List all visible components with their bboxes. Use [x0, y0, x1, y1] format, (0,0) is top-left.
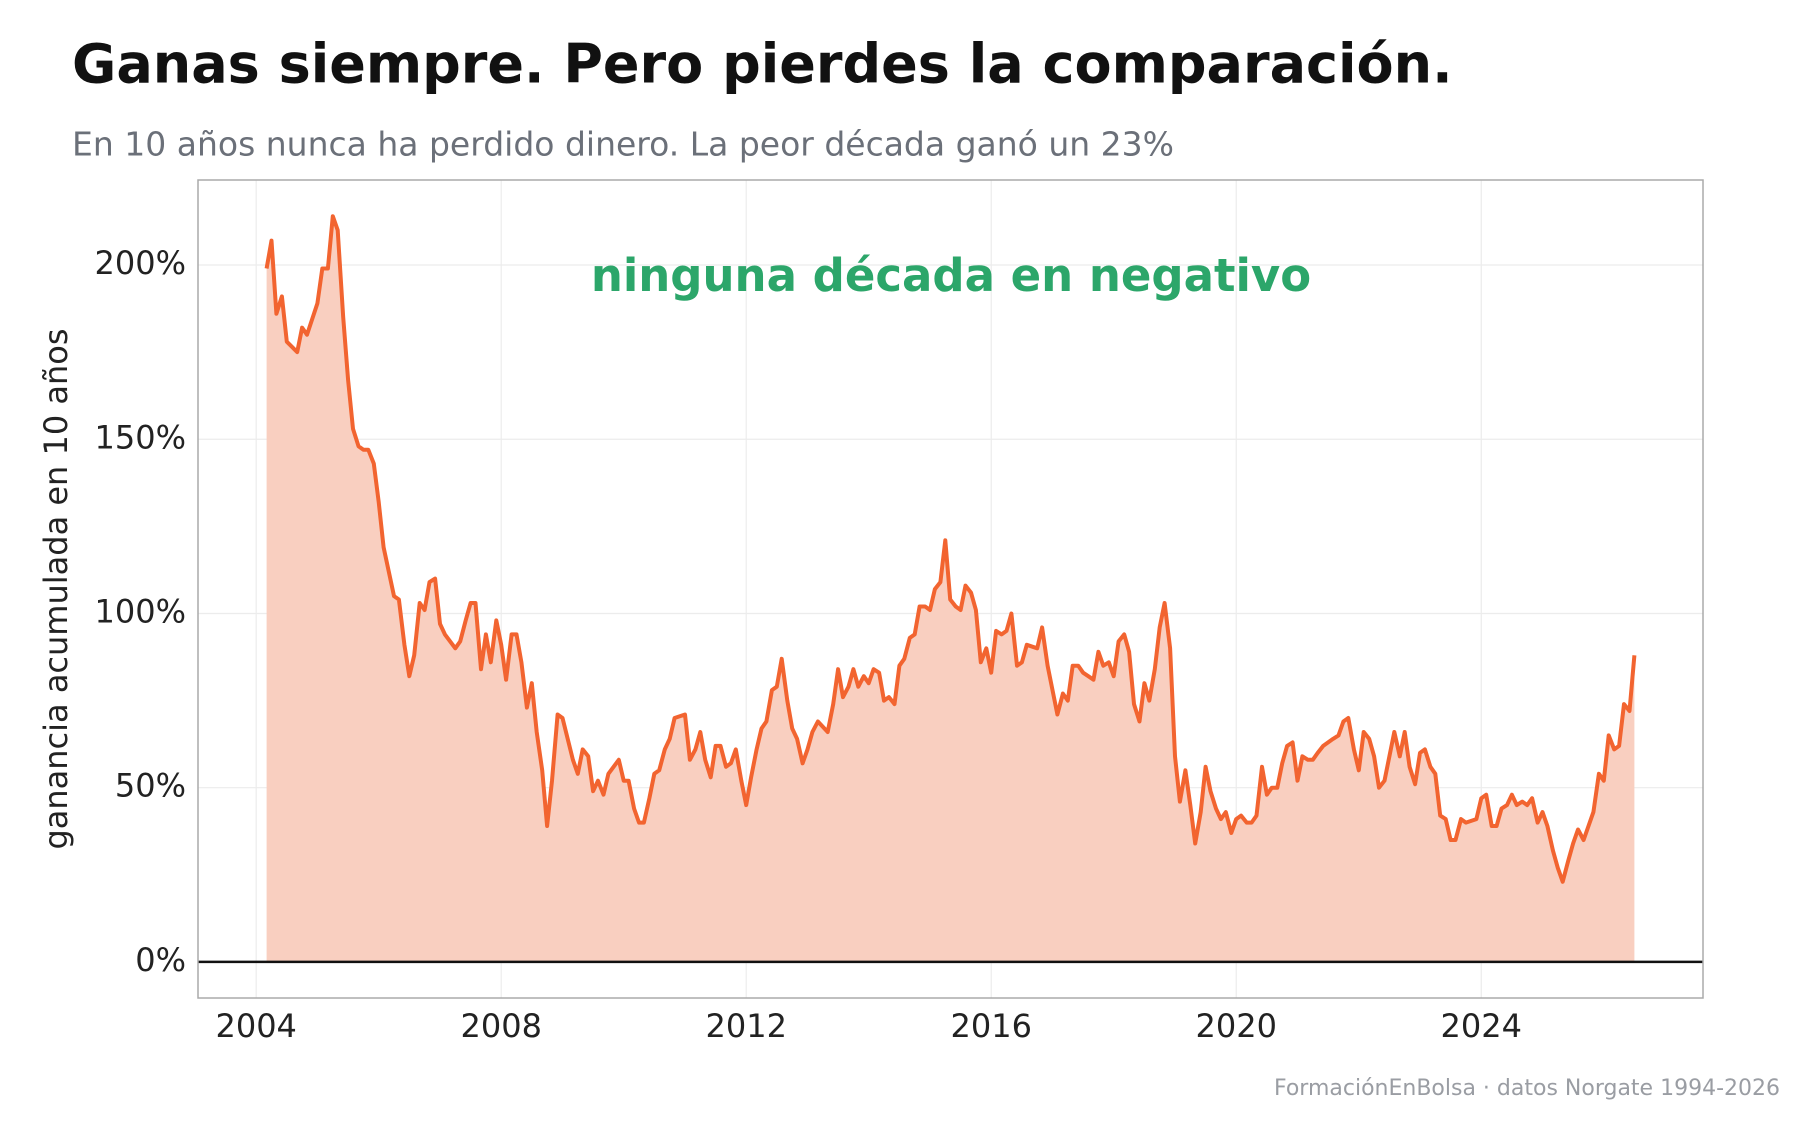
- y-tick-label: 50%: [115, 767, 186, 805]
- chart-title: Ganas siempre. Pero pierdes la comparaci…: [72, 33, 1453, 96]
- annotation: ninguna década en negativo: [591, 249, 1311, 302]
- x-tick-label: 2008: [460, 1007, 541, 1045]
- x-tick-label: 2020: [1196, 1007, 1277, 1045]
- x-tick-label: 2016: [951, 1007, 1032, 1045]
- y-axis-label: ganancia acumulada en 10 años: [37, 328, 75, 849]
- plot-border: [197, 179, 1704, 999]
- line: [264, 214, 1637, 884]
- y-tick-label: 100%: [95, 592, 186, 630]
- chart-subtitle: En 10 años nunca ha perdido dinero. La p…: [72, 125, 1174, 164]
- footer: FormaciónEnBolsa · datos Norgate 1994-20…: [1274, 1076, 1780, 1101]
- y-tick-label: 0%: [135, 941, 186, 979]
- x-tick-label: 2012: [706, 1007, 787, 1045]
- x-tick-label: 2024: [1441, 1007, 1522, 1045]
- x-tick-label: 2004: [215, 1007, 296, 1045]
- y-tick-label: 150%: [95, 418, 186, 456]
- y-tick-label: 200%: [95, 244, 186, 282]
